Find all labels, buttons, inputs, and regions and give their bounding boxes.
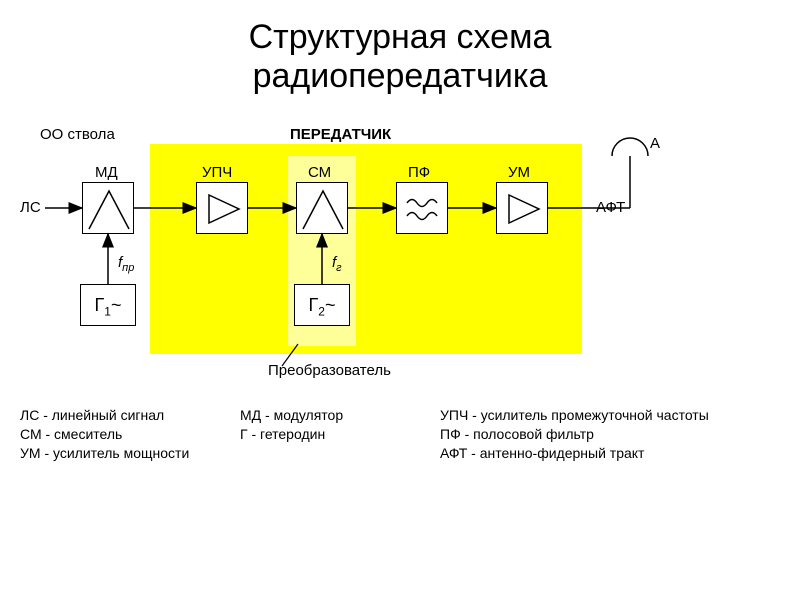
title-line2: радиопередатчика (253, 57, 548, 95)
diagram-canvas: ОО ствола ПЕРЕДАТЧИК МД УПЧ СМ ПФ УМ ЛС … (0, 106, 800, 566)
legend-col1: ЛС - линейный сигнал СМ - смеситель УМ -… (20, 406, 220, 463)
title-line1: Структурная схема (249, 18, 552, 56)
diagram-lines (0, 106, 800, 426)
legend-pf: ПФ - полосовой фильтр (440, 425, 780, 444)
legend-sm: СМ - смеситель (20, 425, 220, 444)
legend-col2: МД - модулятор Г - гетеродин (240, 406, 410, 444)
legend-aft: АФТ - антенно-фидерный тракт (440, 444, 780, 463)
legend-ls: ЛС - линейный сигнал (20, 406, 220, 425)
legend-upch: УПЧ - усилитель промежуточной частоты (440, 406, 780, 425)
legend-col3: УПЧ - усилитель промежуточной частоты ПФ… (440, 406, 780, 463)
legend-um: УМ - усилитель мощности (20, 444, 220, 463)
legend-md: МД - модулятор (240, 406, 410, 425)
legend-g: Г - гетеродин (240, 425, 410, 444)
